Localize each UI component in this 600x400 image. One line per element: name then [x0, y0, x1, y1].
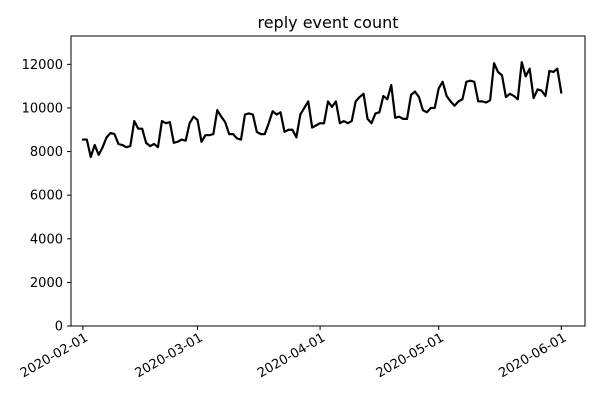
- y-tick-label: 10000: [22, 101, 63, 116]
- y-tick-label: 0: [55, 320, 63, 335]
- chart-title: reply event count: [257, 13, 398, 32]
- x-tick-label: 2020-06-01: [496, 330, 569, 381]
- y-tick-label: 8000: [30, 145, 63, 160]
- y-tick-label: 2000: [30, 276, 63, 291]
- axes-frame: [70, 35, 586, 327]
- series-line-0: [81, 61, 563, 159]
- x-tick-label: 2020-03-01: [133, 330, 206, 381]
- plot-area: [81, 61, 563, 159]
- x-tick-label: 2020-04-01: [255, 330, 328, 381]
- y-tick-label: 12000: [22, 58, 63, 73]
- y-tick-label: 4000: [30, 232, 63, 247]
- axes: 0 2000 4000 6000 8000 10000 12000 2020-02-01 202…: [18, 35, 586, 381]
- x-tick-label: 2020-05-01: [374, 330, 447, 381]
- x-tick-label: 2020-02-01: [18, 330, 91, 381]
- y-tick-label: 6000: [30, 189, 63, 204]
